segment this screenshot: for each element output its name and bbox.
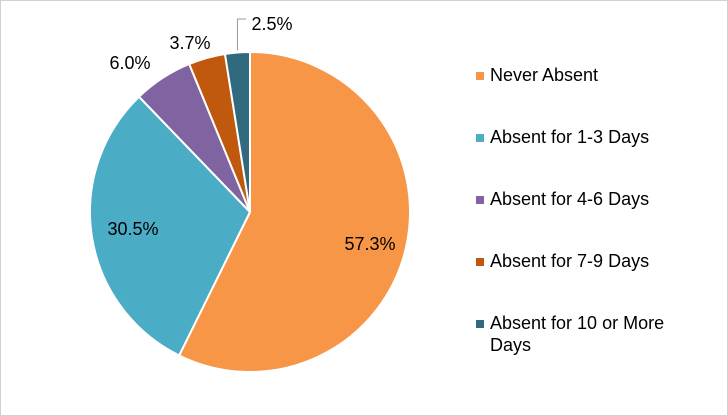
legend-item: Absent for 10 or More Days xyxy=(476,312,716,374)
legend-swatch xyxy=(476,258,484,266)
legend-swatch xyxy=(476,196,484,204)
legend-swatch xyxy=(476,72,484,80)
pie-slice xyxy=(223,50,251,213)
data-label: 3.7% xyxy=(169,33,210,53)
legend-label: Never Absent xyxy=(490,65,599,85)
legend-label: Absent for 7-9 Days xyxy=(490,251,650,271)
data-label: 57.3% xyxy=(344,234,395,254)
data-label: 6.0% xyxy=(109,53,150,73)
legend-label: Absent for 1-3 Days xyxy=(490,127,650,147)
pie-slice xyxy=(177,50,411,373)
legend-label: Absent for 4-6 Days xyxy=(490,189,650,209)
leader-line xyxy=(236,18,246,51)
legend-swatch xyxy=(476,320,484,328)
legend-item: Absent for 4-6 Days xyxy=(476,188,716,250)
legend-item: Never Absent xyxy=(476,64,716,126)
legend-label: Absent for 10 or More Days xyxy=(490,313,665,355)
legend: Never Absent Absent for 1-3 Days Absent fo… xyxy=(476,64,716,374)
data-label: 30.5% xyxy=(107,219,158,239)
pie-slice xyxy=(89,95,252,357)
legend-swatch xyxy=(476,134,484,142)
legend-item: Absent for 7-9 Days xyxy=(476,250,716,312)
data-label: 2.5% xyxy=(251,14,292,34)
legend-item: Absent for 1-3 Days xyxy=(476,126,716,188)
